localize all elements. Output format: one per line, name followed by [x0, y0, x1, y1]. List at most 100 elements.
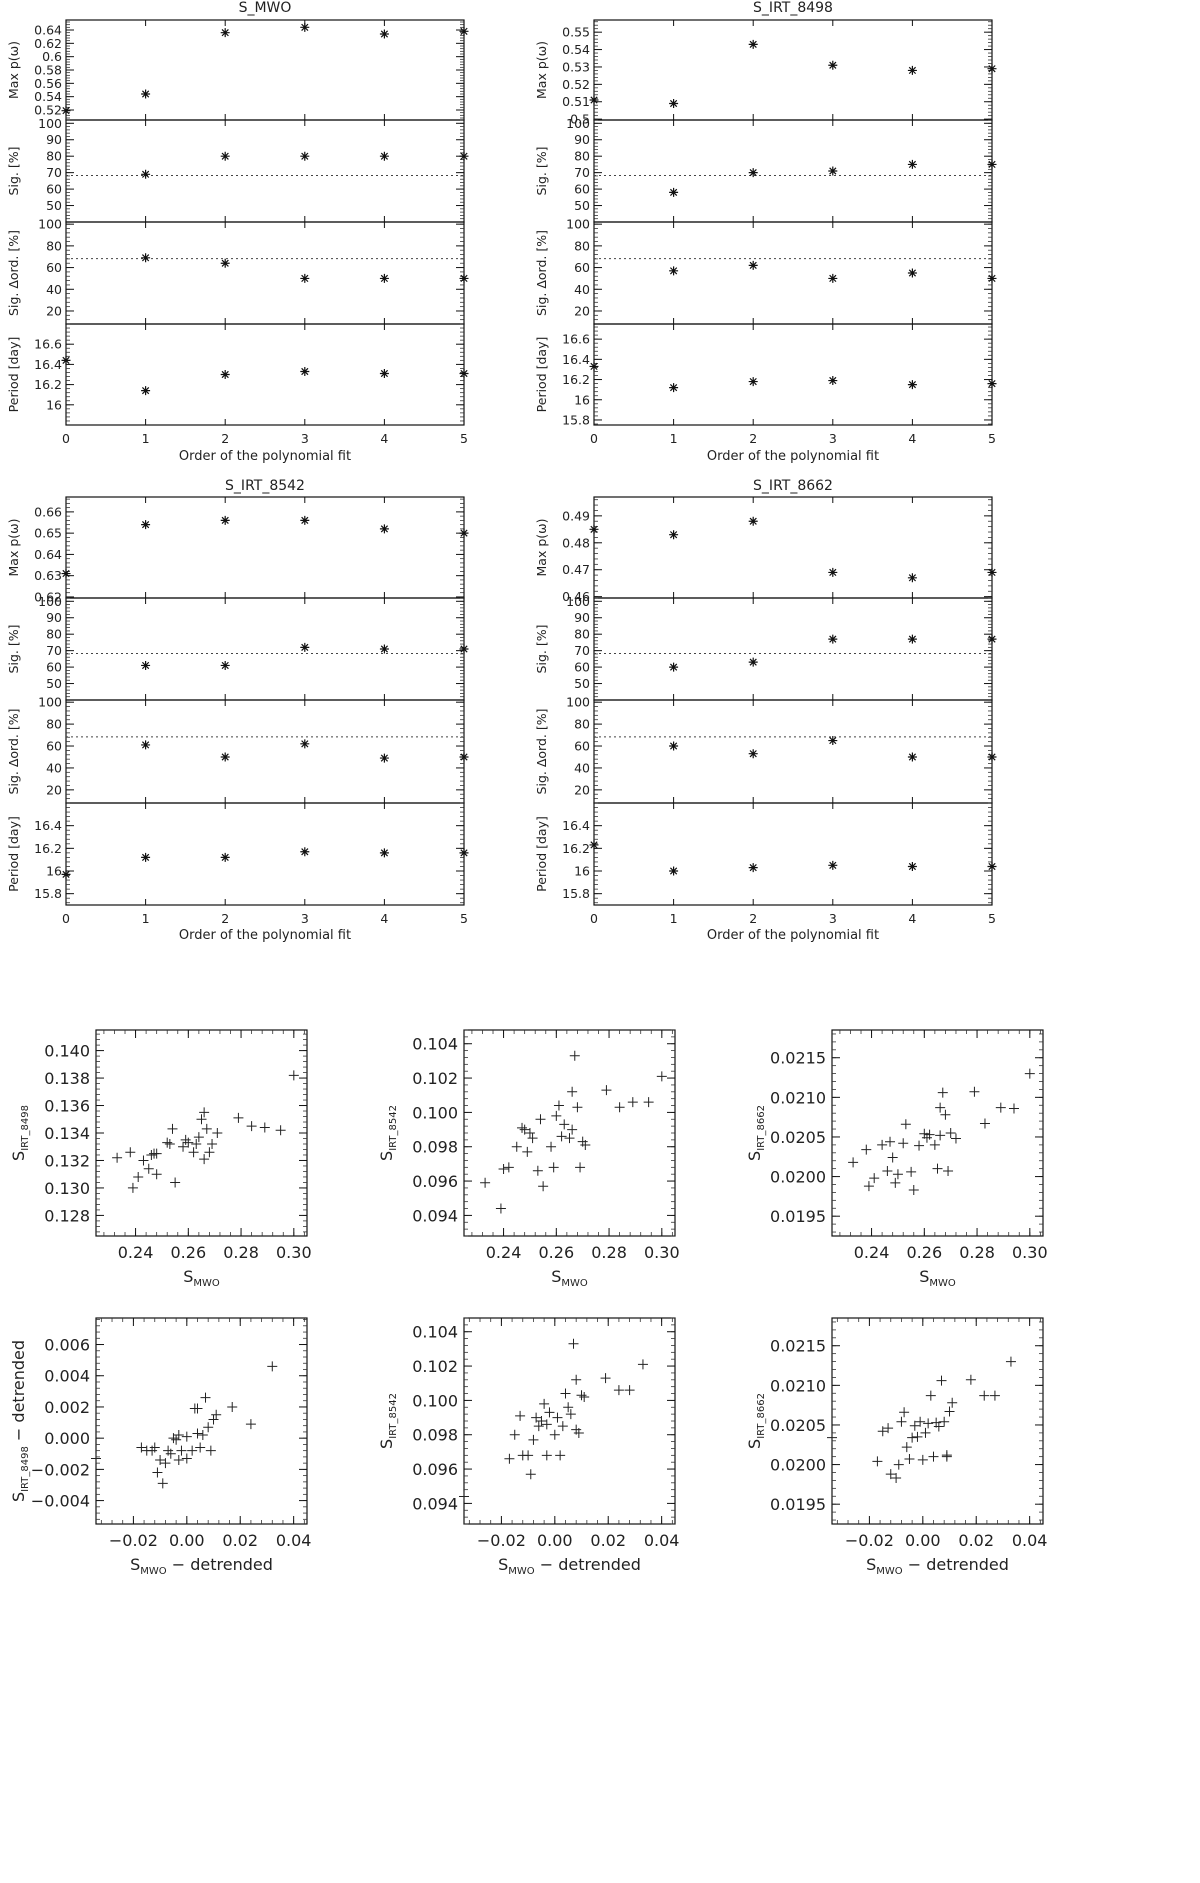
x-tick-label: 0.02 [222, 1531, 258, 1550]
data-point [300, 366, 310, 376]
y-tick-label: 0.56 [34, 76, 62, 91]
data-point [669, 866, 679, 876]
y-tick-label: 0.52 [34, 103, 62, 118]
y-tick-label: 70 [574, 643, 590, 658]
data-point [515, 1410, 526, 1421]
x-axis-label: Order of the polynomial fit [179, 449, 351, 464]
data-point [164, 1138, 175, 1149]
plot-frame [831, 1029, 1044, 1237]
x-tick-label: 2 [749, 431, 757, 446]
x-tick-label: 0.26 [539, 1243, 575, 1262]
y-tick-label: 20 [46, 782, 62, 797]
y-tick-label: 0.64 [34, 23, 62, 38]
data-point [112, 1152, 123, 1163]
data-point [928, 1451, 939, 1462]
data-point [828, 273, 838, 283]
y-tick-label: 15.8 [34, 886, 62, 901]
y-tick-label: 16.2 [562, 841, 590, 856]
y-tick-label: 0.46 [562, 589, 590, 604]
y-tick-label: 16.2 [562, 372, 590, 387]
data-point [459, 644, 469, 654]
data-point [923, 1418, 934, 1429]
x-tick-label: 0.30 [644, 1243, 680, 1262]
data-point [61, 355, 71, 365]
data-point [828, 60, 838, 70]
data-point [227, 1401, 238, 1412]
data-point [568, 1338, 579, 1349]
data-point [589, 361, 599, 371]
x-tick-label: 5 [460, 431, 468, 446]
data-point [220, 515, 230, 525]
data-point [861, 1144, 872, 1155]
data-point [541, 1419, 552, 1430]
y-tick-label: 100 [566, 217, 590, 232]
data-point [827, 1432, 837, 1443]
y-tick-label: 20 [574, 782, 590, 797]
x-tick-label: 3 [301, 911, 309, 926]
y-tick-label: 0.136 [44, 1097, 90, 1116]
x-tick-label: 2 [221, 911, 229, 926]
data-point [575, 1162, 586, 1173]
x-tick-label: −0.02 [845, 1531, 894, 1550]
data-point [987, 567, 997, 577]
panel-frame [593, 119, 993, 223]
panel-frame [593, 496, 993, 599]
x-axis-label-subscript: MWO [929, 1278, 956, 1289]
y-tick-label: 0.128 [44, 1206, 90, 1225]
x-tick-label: 0 [62, 431, 70, 446]
y-axis-label: SIRT_8498 − detrended [9, 1340, 31, 1502]
data-point [589, 840, 599, 850]
panel-frame [593, 19, 993, 121]
data-point [828, 376, 838, 386]
data-point [564, 1133, 575, 1144]
y-tick-label: 0.094 [412, 1206, 458, 1225]
data-point [748, 657, 758, 667]
data-point [943, 1166, 954, 1177]
x-axis-label-main: S [498, 1555, 508, 1574]
y-axis-label-subscript: IRT_8662 [756, 1393, 767, 1439]
data-point [549, 1429, 560, 1440]
data-point [887, 1152, 898, 1163]
data-point [941, 1450, 952, 1461]
data-point [940, 1109, 951, 1120]
y-tick-label: 20 [574, 303, 590, 318]
data-point [669, 662, 679, 672]
data-point [195, 1442, 206, 1453]
data-point [906, 1166, 917, 1177]
data-point [220, 258, 230, 268]
y-axis-label: Max p(ω) [6, 519, 21, 577]
data-point [152, 1467, 163, 1478]
data-point [541, 1450, 552, 1461]
data-point [199, 1154, 210, 1165]
data-point [536, 1416, 547, 1426]
data-point [748, 377, 758, 387]
y-axis-label: SIRT_8542 [377, 1105, 399, 1161]
data-point [669, 530, 679, 540]
plot-frame [463, 1029, 676, 1237]
data-point [893, 1459, 904, 1470]
y-axis-label-subscript: IRT_8542 [388, 1105, 399, 1151]
data-point [157, 1478, 168, 1489]
y-tick-label: 90 [574, 132, 590, 147]
data-point [885, 1136, 896, 1147]
data-point [133, 1171, 144, 1182]
x-axis-label-main: S [551, 1267, 561, 1286]
y-tick-label: 0.134 [44, 1124, 90, 1143]
panel-frame [593, 699, 993, 804]
data-point [1008, 1103, 1019, 1114]
y-axis-label: Sig. Δord. [%] [534, 230, 549, 316]
y-tick-label: 0.55 [562, 25, 590, 40]
data-point [519, 1124, 530, 1135]
data-point [141, 89, 151, 99]
data-point [877, 1426, 888, 1437]
x-tick-label: 0.24 [118, 1243, 154, 1262]
data-point [523, 1450, 534, 1461]
data-point [220, 28, 230, 38]
data-point [907, 159, 917, 169]
data-point [141, 852, 151, 862]
data-point [509, 1429, 520, 1440]
panel-frame [65, 19, 465, 121]
y-tick-label: 100 [566, 116, 590, 131]
y-tick-label: 0.0200 [770, 1456, 826, 1475]
data-point [531, 1412, 542, 1423]
